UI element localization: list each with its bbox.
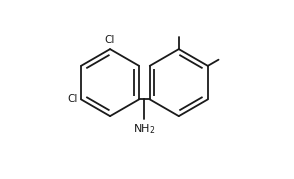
Text: Cl: Cl [105,35,115,45]
Text: NH$_2$: NH$_2$ [133,122,156,136]
Text: Cl: Cl [67,94,77,104]
